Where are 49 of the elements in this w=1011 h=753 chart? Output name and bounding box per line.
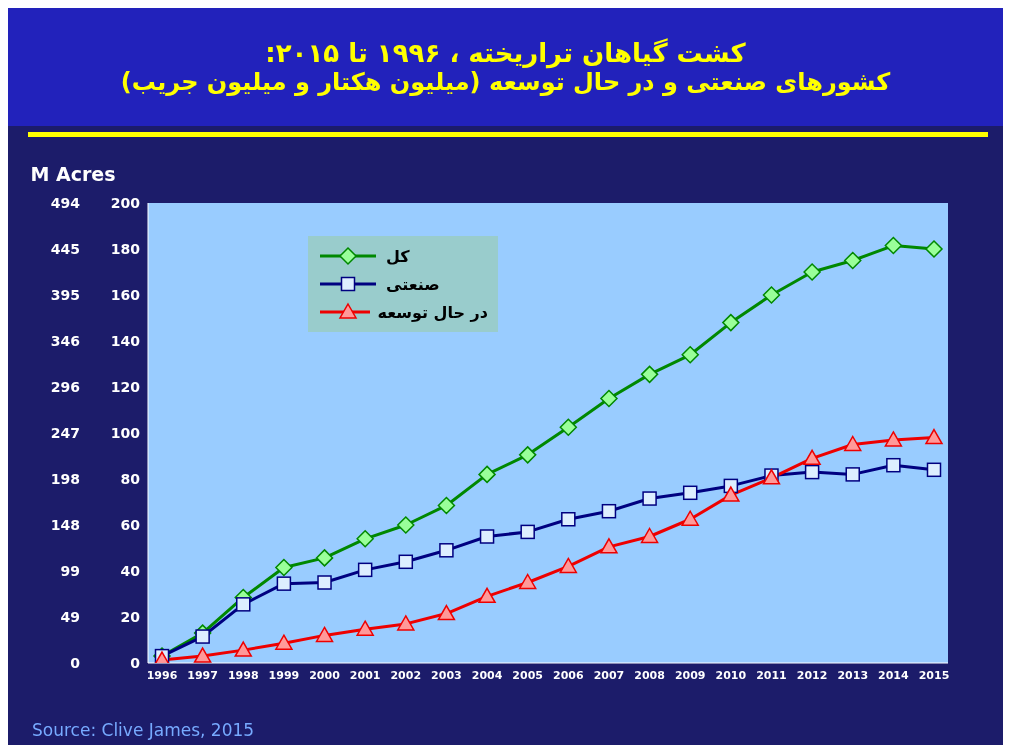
y-tick-label: 0 <box>130 654 141 671</box>
y-tick-label: 60 <box>120 516 141 533</box>
y-tick-label: 40 <box>120 562 141 579</box>
x-tick-label: 2013 <box>837 668 869 682</box>
x-tick-label: 2014 <box>878 668 910 682</box>
y2-tick-label: 296 <box>50 379 80 396</box>
y-tick-label: 180 <box>110 240 141 257</box>
y-tick-label: 100 <box>110 424 141 441</box>
x-tick-label: 2002 <box>390 668 422 682</box>
legend-label: در حال توسعه <box>377 302 488 322</box>
chart-subtitle: کشورهای صنعتی و در حال توسعه (میلیون هکتار و میلیون جریب) <box>120 68 891 96</box>
y2-tick-label: 247 <box>50 424 80 441</box>
x-tick-label: 2011 <box>756 668 787 682</box>
x-tick-label: 1999 <box>268 668 300 682</box>
x-tick-label: 2009 <box>674 668 706 682</box>
y2-tick-label: 0 <box>70 654 81 671</box>
x-tick-label: 2001 <box>349 668 381 682</box>
y2-tick-label: 148 <box>50 517 80 534</box>
x-tick-label: 2006 <box>553 668 584 682</box>
x-tick-label: 2010 <box>715 668 747 682</box>
x-tick-label: 2015 <box>918 668 950 682</box>
y-tick-label: 80 <box>120 470 141 487</box>
y2-tick-label: 346 <box>50 332 80 349</box>
y-tick-label: 140 <box>110 332 141 349</box>
legend-label: صنعتی <box>386 274 440 294</box>
x-tick-label: 2012 <box>796 668 828 682</box>
y-tick-label: 160 <box>110 286 141 303</box>
y2-tick-label: 395 <box>50 287 80 304</box>
y2-tick-label: 99 <box>60 562 80 579</box>
y-tick-label: 200 <box>110 194 141 211</box>
source-note: Source: Clive James, 2015 <box>32 720 255 740</box>
y2-tick-label: 49 <box>60 609 80 626</box>
y2-axis-title: M Acres <box>30 163 116 185</box>
x-tick-label: 2004 <box>471 668 503 682</box>
x-tick-label: 2007 <box>593 668 625 682</box>
x-tick-label: 2000 <box>309 668 341 682</box>
x-tick-label: 2008 <box>634 668 665 682</box>
y2-tick-label: 445 <box>50 240 80 257</box>
y2-tick-label: 198 <box>50 470 80 487</box>
x-tick-label: 2003 <box>431 668 462 682</box>
y-tick-label: 120 <box>110 378 141 395</box>
x-tick-label: 1997 <box>187 668 218 682</box>
legend-label: کل <box>386 246 410 266</box>
chart-title: کشت گیاهان تراریخته ، ۱۹۹۶ تا ۲۰۱۵: <box>265 38 746 68</box>
x-tick-label: 1996 <box>146 668 178 682</box>
x-tick-label: 1998 <box>227 668 259 682</box>
x-tick-label: 2005 <box>512 668 543 682</box>
y2-tick-label: 494 <box>50 194 81 211</box>
y-tick-label: 20 <box>120 608 141 625</box>
